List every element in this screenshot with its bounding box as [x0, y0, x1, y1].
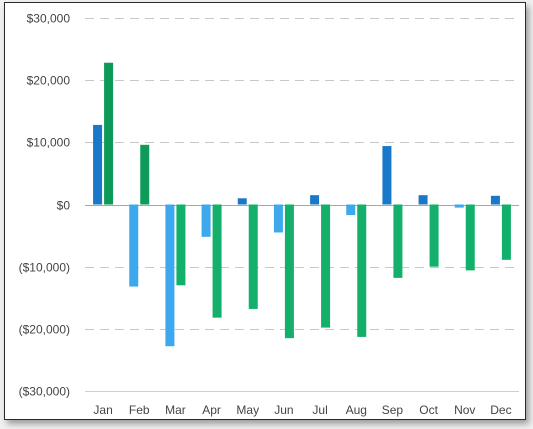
y-tick-label: $10,000 — [27, 136, 71, 150]
bar-series-2-dec — [501, 204, 511, 260]
bar-series-2-sep — [393, 204, 403, 278]
bar-series-1-aug — [346, 204, 356, 216]
bar-series-1-may — [237, 198, 247, 205]
bar-series-1-sep — [382, 146, 392, 205]
x-tick-label: May — [236, 403, 259, 417]
x-tick-label: Aug — [346, 403, 367, 417]
bar-series-1-mar — [165, 204, 175, 347]
y-tick-label: $20,000 — [27, 74, 71, 88]
x-tick-label: Mar — [165, 403, 186, 417]
bar-series-2-jul — [321, 204, 331, 328]
x-tick-label: Jul — [312, 403, 327, 417]
bar-series-1-jan — [93, 124, 103, 205]
y-axis-labels: $30,000 $20,000 $10,000 $0 ($10,000) ($20,000… — [19, 12, 71, 399]
bar-series-2-mar — [176, 204, 186, 286]
y-tick-label: $0 — [57, 199, 71, 213]
bar-series-2-apr — [212, 204, 222, 318]
bar-series-2-aug — [357, 204, 367, 337]
bar-series-1-apr — [201, 204, 211, 237]
bar-series-1-nov — [454, 204, 464, 208]
bar-series-2-feb — [140, 144, 150, 205]
bar-series-1-dec — [490, 195, 500, 205]
bars — [93, 62, 511, 347]
x-tick-label: Nov — [454, 403, 475, 417]
bar-chart: $30,000 $20,000 $10,000 $0 ($10,000) ($20,000… — [19, 12, 519, 417]
bar-series-1-jul — [310, 195, 320, 205]
x-tick-label: Jan — [93, 403, 112, 417]
bar-series-2-jun — [284, 204, 294, 339]
bar-series-1-oct — [418, 195, 428, 205]
x-tick-label: Sep — [382, 403, 404, 417]
y-tick-label: $30,000 — [27, 12, 71, 26]
x-tick-label: Jun — [274, 403, 293, 417]
bar-series-1-feb — [129, 204, 139, 287]
bar-series-2-nov — [465, 204, 475, 271]
y-tick-label: ($30,000) — [19, 385, 70, 399]
bar-series-1-jun — [273, 204, 283, 233]
x-tick-label: Feb — [129, 403, 150, 417]
y-tick-label: ($10,000) — [19, 261, 70, 275]
x-tick-label: Oct — [419, 403, 438, 417]
x-axis-labels: Jan Feb Mar Apr May Jun Jul Aug Sep Oct Nov Dec — [93, 403, 511, 417]
bar-series-2-oct — [429, 204, 439, 267]
x-tick-label: Dec — [490, 403, 511, 417]
x-tick-label: Apr — [202, 403, 221, 417]
y-tick-label: ($20,000) — [19, 323, 70, 337]
gridlines — [85, 18, 519, 392]
bar-series-2-jan — [104, 62, 114, 205]
chart-frame: $30,000 $20,000 $10,000 $0 ($10,000) ($20,000… — [4, 2, 526, 420]
bar-series-2-may — [248, 204, 258, 309]
